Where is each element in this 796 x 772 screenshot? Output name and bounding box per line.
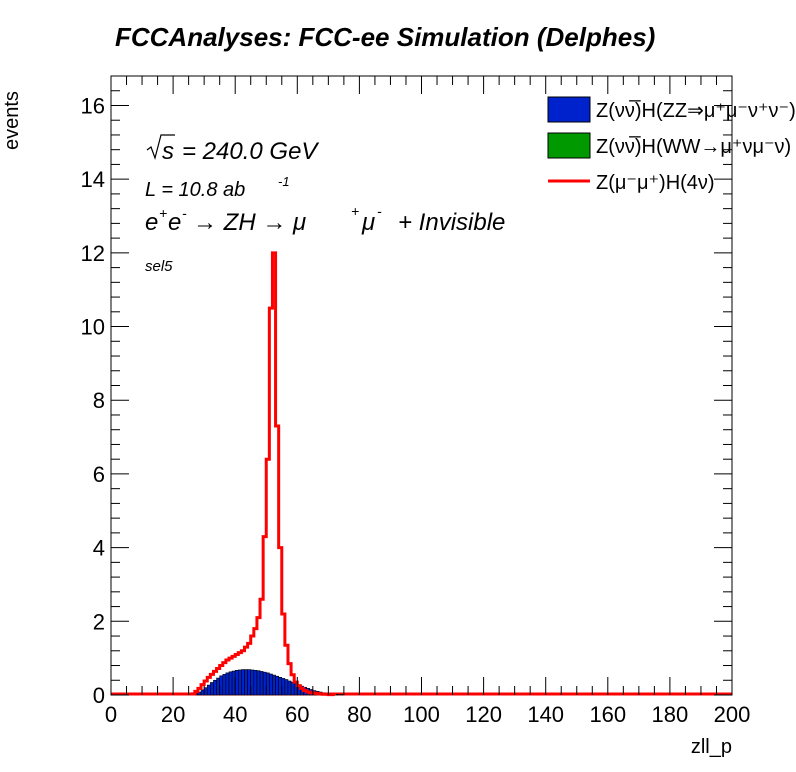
x-tick-label-8: 160 xyxy=(589,702,626,727)
legend-label-ww: Z(νν̅)H(WW→μ⁺νμ⁻ν) xyxy=(596,135,791,158)
y-tick-label-5: 10 xyxy=(81,315,105,340)
process-part-c: → ZH → μ xyxy=(193,209,306,236)
x-tick-label-10: 200 xyxy=(714,702,751,727)
histogram-bar-0-11 xyxy=(228,671,233,696)
plot-frame xyxy=(110,75,733,696)
process-part-e: + Invisible xyxy=(398,209,505,236)
y-axis-label: events xyxy=(1,91,23,150)
legend-swatch-ww xyxy=(547,132,591,159)
sqrt-s-value: = 240.0 GeV xyxy=(182,138,319,165)
histogram-bar-0-6 xyxy=(213,679,217,696)
histogram-bar-0-26 xyxy=(275,675,279,696)
process-sup-minus: - xyxy=(182,205,187,221)
lumi-text: L = 10.8 ab xyxy=(145,179,245,201)
sqrt-s-annotation: s = 240.0 GeV xyxy=(146,134,319,165)
histogram-bar-0-10 xyxy=(225,672,230,696)
histogram-bar-0-21 xyxy=(259,671,264,696)
process-sup-plus2: + xyxy=(351,203,359,219)
x-tick-label-6: 120 xyxy=(465,702,502,727)
histogram-bar-0-15 xyxy=(241,669,245,696)
y-tick-label-4: 8 xyxy=(93,388,105,413)
y-tick-label-6: 12 xyxy=(81,241,105,266)
histogram-bar-0-19 xyxy=(253,670,258,696)
sqrt-s-var: s xyxy=(162,138,174,165)
sqrt-symbol-icon xyxy=(146,134,175,161)
histogram-bar-0-20 xyxy=(256,670,261,696)
histogram-bar-0-24 xyxy=(269,673,273,696)
process-sup-plus: + xyxy=(159,205,167,221)
y-tick-label-8: 16 xyxy=(81,93,105,118)
y-tick-label-0: 0 xyxy=(93,683,105,708)
x-axis-label: zll_p xyxy=(691,736,732,758)
histogram-bar-0-5 xyxy=(210,682,214,696)
y-tick-label-1: 2 xyxy=(93,609,105,634)
x-tick-label-4: 80 xyxy=(347,702,371,727)
x-tick-label-1: 20 xyxy=(161,702,185,727)
histogram-bar-0-30 xyxy=(287,680,292,696)
selection-label: sel5 xyxy=(145,258,173,275)
x-tick-label-5: 100 xyxy=(403,702,440,727)
x-tick-label-3: 60 xyxy=(285,702,309,727)
legend-swatch-zz xyxy=(547,96,591,123)
histogram-bar-0-9 xyxy=(222,674,227,696)
histogram-bar-0-29 xyxy=(284,679,289,696)
histogram-bar-0-31 xyxy=(290,681,295,696)
process-sup-minus2: - xyxy=(377,203,382,219)
lumi-exponent: -1 xyxy=(278,174,290,189)
legend-label-zz: Z(νν̅)H(ZZ⇒μ⁺μ⁻ν⁺ν⁻) xyxy=(596,99,796,122)
luminosity-annotation: L = 10.8 ab -1 xyxy=(145,174,290,201)
process-part-d: μ xyxy=(361,209,375,236)
process-part-a: e xyxy=(145,209,158,236)
y-tick-label-3: 6 xyxy=(93,462,105,487)
histogram-bar-0-16 xyxy=(244,669,248,696)
process-annotation: e + e - → ZH → μ + μ - + Invisible xyxy=(145,203,505,236)
histogram-bar-0-4 xyxy=(206,684,211,696)
chart-title: FCCAnalyses: FCC-ee Simulation (Delphes) xyxy=(115,22,655,52)
histogram-line-2 xyxy=(190,251,337,697)
process-part-b: e xyxy=(168,209,181,236)
legend-label-signal: Z(μ⁻μ⁺)H(4ν) xyxy=(596,172,715,194)
histogram-bar-0-25 xyxy=(272,674,276,696)
histogram-layer xyxy=(111,251,732,697)
x-tick-label-7: 140 xyxy=(527,702,564,727)
axis-layer: 0 20 40 60 80 100 120 140 160 180 200 0 2 4 6 8 10 12 14 16 xyxy=(81,76,751,727)
x-tick-label-0: 0 xyxy=(105,702,117,727)
x-tick-label-9: 180 xyxy=(652,702,689,727)
histogram-bar-0-14 xyxy=(238,669,242,696)
x-tick-label-2: 40 xyxy=(223,702,247,727)
legend: Z(νν̅)H(ZZ⇒μ⁺μ⁻ν⁺ν⁻) Z(νν̅)H(WW→μ⁺νμ⁻ν) … xyxy=(547,96,796,194)
y-tick-label-2: 4 xyxy=(93,536,105,561)
y-tick-label-7: 14 xyxy=(81,167,105,192)
